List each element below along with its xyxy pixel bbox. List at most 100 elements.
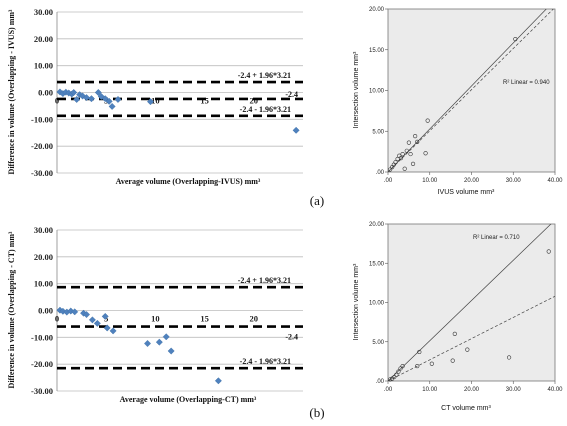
data-point bbox=[465, 347, 470, 352]
y-tick-label: 20.00 bbox=[34, 34, 53, 44]
data-point bbox=[214, 377, 222, 385]
x-tick-label: 0 bbox=[55, 314, 59, 324]
y-tick-label: 20.00 bbox=[369, 7, 385, 13]
data-point bbox=[415, 363, 420, 369]
data-point bbox=[387, 377, 393, 382]
data-point bbox=[103, 324, 111, 332]
chart-a-left: 30.0020.0010.000.00-10.00-20.00-30.00051… bbox=[7, 7, 303, 186]
data-point bbox=[167, 347, 175, 355]
data-point bbox=[398, 156, 404, 161]
x-tick-label: 15 bbox=[200, 314, 209, 324]
data-point bbox=[114, 95, 122, 103]
data-point bbox=[415, 139, 420, 144]
chart-b-right: .00 5.00 10.00 15.00 20.00 .00 10.00 20.00 30.00… bbox=[353, 222, 563, 412]
y-tick-label: 10.00 bbox=[369, 89, 385, 95]
x-tick-label: 40.00 bbox=[547, 178, 563, 184]
x-tick-label: 20 bbox=[250, 96, 259, 106]
data-point bbox=[83, 311, 91, 319]
data-point bbox=[546, 249, 551, 254]
reference-line-label: -2.4 + 1.96*3.21 bbox=[238, 71, 291, 80]
x-tick-label: 30.00 bbox=[506, 387, 522, 393]
data-point bbox=[144, 340, 152, 347]
y-tick-label: -20.00 bbox=[31, 359, 53, 369]
y-tick-label: 15.00 bbox=[369, 48, 385, 54]
x-tick-label: 20 bbox=[250, 314, 259, 324]
data-point bbox=[402, 166, 407, 171]
y-tick-label: 10.00 bbox=[34, 279, 53, 289]
x-axis-label: Average volume (Overlapping-CT) mm³ bbox=[120, 395, 257, 404]
x-axis-label: IVUS volume mm³ bbox=[438, 189, 495, 196]
x-tick-label: 10 bbox=[151, 96, 160, 106]
data-point bbox=[425, 118, 430, 123]
data-point bbox=[393, 160, 398, 165]
x-tick-label: .00 bbox=[384, 387, 393, 393]
y-axis-label: Intersection volume mm³ bbox=[353, 51, 360, 128]
data-point bbox=[413, 134, 418, 139]
r-squared-annotation: R² Linear = 0.710 bbox=[473, 235, 520, 241]
y-tick-label: 0.00 bbox=[38, 306, 53, 316]
y-axis-label: Difference in volume (Overlapping - CT) … bbox=[7, 231, 16, 388]
data-point bbox=[88, 316, 96, 324]
data-point bbox=[392, 374, 397, 380]
x-axis-label: Average volume (Overlapping-IVUS) mm³ bbox=[116, 177, 261, 186]
reference-line-label: -2.4 bbox=[285, 333, 298, 342]
y-tick-label: .00 bbox=[376, 379, 385, 385]
data-point bbox=[70, 89, 78, 96]
data-point bbox=[292, 126, 300, 134]
data-point bbox=[105, 97, 113, 105]
y-tick-label: 30.00 bbox=[34, 225, 53, 235]
data-point bbox=[406, 140, 411, 145]
data-point bbox=[400, 363, 405, 369]
reference-line bbox=[388, 224, 552, 381]
y-tick-label: -30.00 bbox=[31, 386, 53, 396]
data-point bbox=[87, 95, 95, 103]
y-axis-label: Difference in volume (Overlapping - IVUS… bbox=[7, 9, 16, 175]
data-point bbox=[71, 308, 79, 316]
r-squared-annotation: R² Linear = 0.940 bbox=[503, 80, 550, 86]
chart-b-left: 30.0020.0010.000.00-10.00-20.00-30.00051… bbox=[7, 225, 303, 404]
data-point bbox=[387, 167, 393, 172]
reference-line-label: -2.4 + 1.96*3.21 bbox=[238, 276, 291, 285]
data-point bbox=[450, 358, 455, 363]
y-tick-label: 20.00 bbox=[369, 222, 385, 228]
y-tick-label: .00 bbox=[376, 170, 385, 176]
data-point bbox=[513, 37, 518, 42]
x-axis-label: CT volume mm³ bbox=[441, 405, 491, 412]
data-point bbox=[408, 151, 413, 157]
reference-line-label: -2.4 - 1.96*3.21 bbox=[240, 357, 291, 366]
data-point bbox=[108, 102, 116, 110]
x-tick-label: 20.00 bbox=[464, 178, 480, 184]
data-point bbox=[423, 151, 428, 156]
fit-line bbox=[388, 9, 554, 172]
data-point bbox=[417, 349, 422, 355]
y-tick-label: -10.00 bbox=[31, 332, 53, 342]
data-point bbox=[506, 355, 512, 360]
y-tick-label: -10.00 bbox=[31, 114, 53, 124]
data-point bbox=[155, 338, 163, 346]
data-point bbox=[93, 319, 101, 327]
data-point bbox=[146, 98, 154, 106]
x-tick-label: 0 bbox=[55, 96, 59, 106]
x-tick-label: 30.00 bbox=[506, 178, 522, 184]
x-tick-label: 20.00 bbox=[464, 387, 480, 393]
y-tick-label: 10.00 bbox=[34, 61, 53, 71]
y-tick-label: 0.00 bbox=[38, 88, 53, 98]
y-tick-label: 5.00 bbox=[372, 129, 384, 135]
x-tick-label: .00 bbox=[384, 178, 393, 184]
data-point bbox=[400, 151, 405, 157]
data-point bbox=[94, 89, 102, 96]
x-tick-label: 10.00 bbox=[422, 178, 438, 184]
y-tick-label: 30.00 bbox=[34, 7, 53, 17]
data-point bbox=[410, 161, 416, 166]
y-tick-label: 15.00 bbox=[369, 261, 385, 267]
y-tick-label: -30.00 bbox=[31, 168, 53, 178]
y-axis-label: Intersection volume mm³ bbox=[353, 263, 360, 340]
data-point bbox=[73, 95, 81, 103]
reference-line-label: -2.4 - 1.96*3.21 bbox=[240, 105, 291, 114]
data-point bbox=[67, 307, 75, 315]
data-point bbox=[394, 372, 399, 377]
x-tick-label: 10.00 bbox=[422, 387, 438, 393]
y-tick-label: -20.00 bbox=[31, 141, 53, 151]
x-tick-label: 15 bbox=[200, 96, 209, 106]
